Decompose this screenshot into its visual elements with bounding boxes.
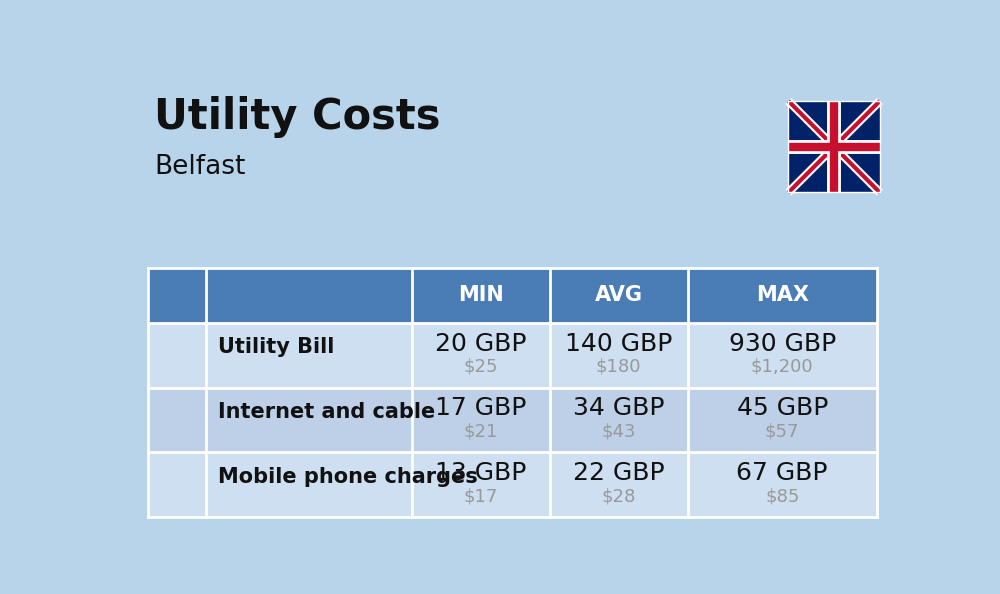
Text: MIN: MIN [458,285,504,305]
Text: 20 GBP: 20 GBP [435,331,526,356]
Text: AVG: AVG [595,285,643,305]
Bar [148,453,877,517]
Bar [788,101,880,192]
Text: 930 GBP: 930 GBP [729,331,836,356]
Text: $43: $43 [601,423,636,441]
Text: MAX: MAX [756,285,809,305]
Text: $57: $57 [765,423,799,441]
Bar [148,323,877,388]
Bar [148,268,877,323]
Bar [148,268,206,323]
Text: $1,200: $1,200 [751,358,814,376]
Bar [148,388,877,453]
Text: Mobile phone charges: Mobile phone charges [218,467,478,486]
Text: 34 GBP: 34 GBP [573,396,664,421]
Text: Utility Bill: Utility Bill [218,337,334,357]
Text: 67 GBP: 67 GBP [736,461,828,485]
Text: 17 GBP: 17 GBP [435,396,526,421]
Bar [206,268,412,323]
Text: $21: $21 [464,423,498,441]
Text: $25: $25 [463,358,498,376]
Bar [788,101,880,192]
Text: $85: $85 [765,488,799,505]
Text: Internet and cable: Internet and cable [218,402,435,422]
Text: $28: $28 [601,488,636,505]
Text: 45 GBP: 45 GBP [737,396,828,421]
Text: Utility Costs: Utility Costs [154,96,441,138]
Text: $17: $17 [464,488,498,505]
Text: 140 GBP: 140 GBP [565,331,672,356]
Text: Belfast: Belfast [154,154,246,179]
Text: 22 GBP: 22 GBP [573,461,664,485]
Text: 13 GBP: 13 GBP [435,461,526,485]
Text: $180: $180 [596,358,641,376]
